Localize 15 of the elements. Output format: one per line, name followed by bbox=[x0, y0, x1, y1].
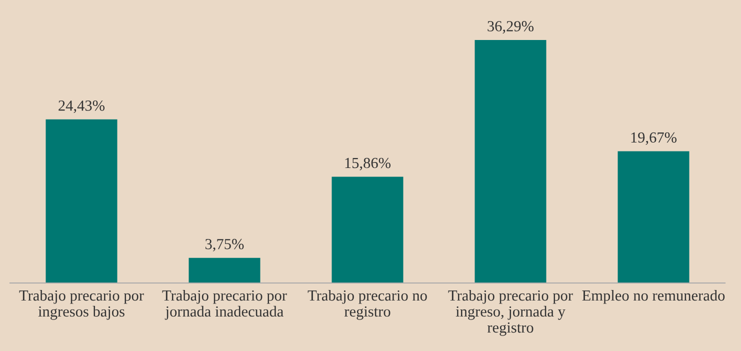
x-tick-label: Trabajo precario no registro bbox=[308, 290, 427, 320]
data-label: 15,86% bbox=[345, 158, 391, 170]
x-tick-label: Trabajo precario por ingreso, jornada y registro bbox=[448, 290, 573, 336]
data-label: 24,43% bbox=[58, 100, 105, 113]
bar bbox=[474, 40, 546, 283]
x-tick-label: Trabajo precario por ingresos bajos bbox=[19, 290, 144, 320]
bar bbox=[188, 258, 260, 283]
x-tick-label: Trabajo precario por jornada inadecuada bbox=[162, 290, 287, 320]
data-label: 19,67% bbox=[631, 132, 677, 145]
x-tick-label: Empleo no remunerado bbox=[582, 290, 725, 304]
bar bbox=[46, 119, 118, 283]
data-label: 36,29% bbox=[488, 21, 534, 34]
bar bbox=[332, 176, 404, 283]
data-label: 3,75% bbox=[206, 238, 244, 252]
bar bbox=[618, 151, 690, 283]
